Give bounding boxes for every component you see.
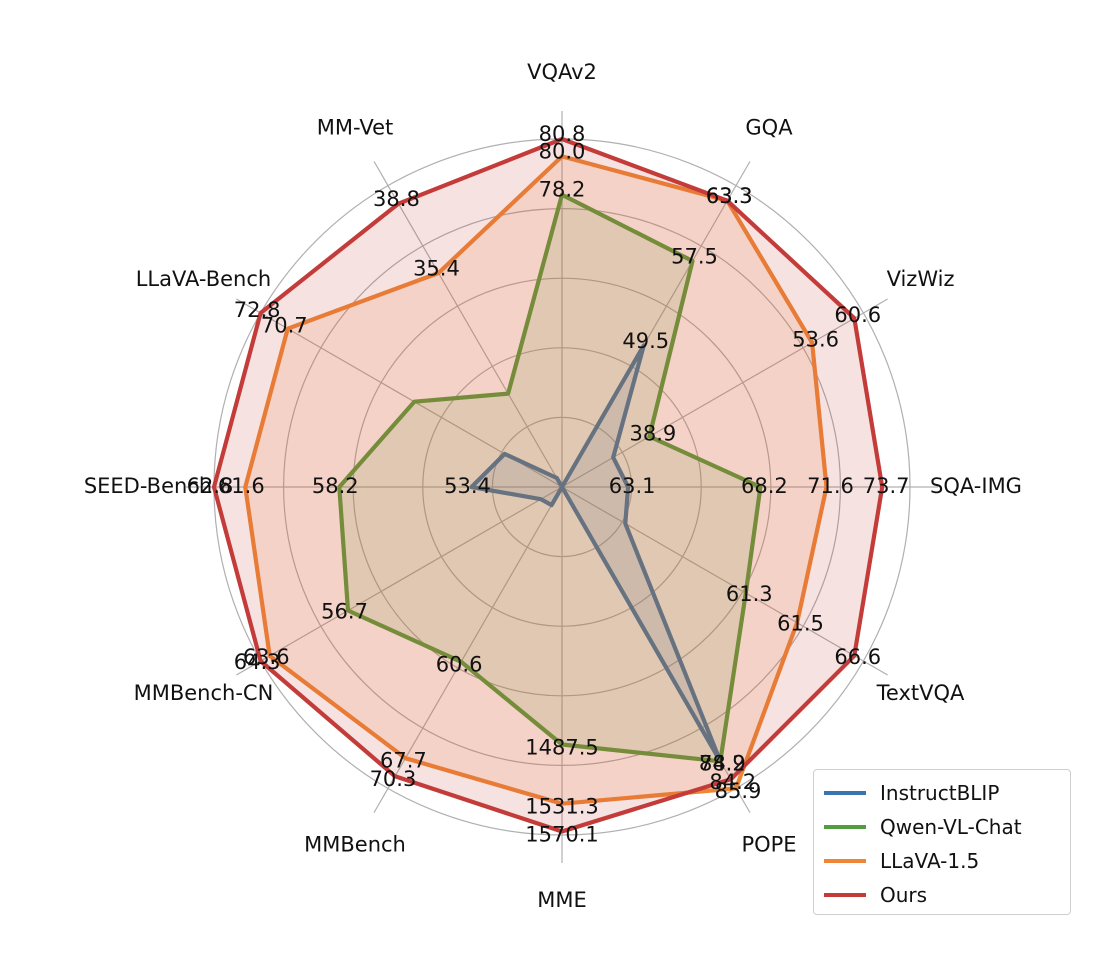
value-label-qwen-vl-chat-seed-bench: 58.2: [312, 474, 359, 498]
value-label-ours-llava-bench: 72.8: [234, 298, 281, 322]
legend-swatch-llava-1-5: [824, 859, 866, 863]
axis-label-llava-bench: LLaVA-Bench: [136, 267, 272, 291]
value-label-ours-pope: 84.2: [709, 770, 756, 794]
value-label-instructblip-pope: 78.9: [699, 752, 746, 776]
series-fill-qwen-vl-chat: [339, 194, 761, 762]
axis-label-vizwiz: VizWiz: [887, 267, 955, 291]
axis-label-mm-vet: MM-Vet: [317, 115, 393, 139]
axis-label-pope: POPE: [741, 833, 796, 857]
legend-item-qwen-vl-chat: Qwen-VL-Chat: [824, 810, 1070, 844]
value-label-ours-seed-bench: 62.8: [187, 474, 234, 498]
value-label-layer: 49.5 63.1 78.9 53.4 78.2 57.5 38.9 68.2 61.3 84.2…: [187, 122, 910, 847]
series-layer: [211, 136, 885, 834]
value-label-llava-1-5-mmbench-cn: 63.6: [243, 645, 290, 669]
value-label-llava-1-5-mm-vet: 35.4: [413, 257, 460, 281]
value-label-qwen-vl-chat-mme: 1487.5: [525, 736, 598, 760]
value-label-llava-1-5-llava-bench: 70.7: [261, 314, 308, 338]
value-label-llava-1-5-textvqa: 61.5: [777, 612, 824, 636]
series-line-instructblip: [469, 343, 723, 764]
legend-label-instructblip: InstructBLIP: [880, 781, 1000, 805]
axis-label-sqa-img: SQA-IMG: [930, 474, 1022, 498]
series-fill-llava-1-5: [245, 156, 827, 804]
value-label-qwen-vl-chat-mmbench: 60.6: [436, 652, 483, 676]
value-label-ours-mm-vet: 38.8: [373, 187, 420, 211]
value-label-llava-1-5-gqa: 63.3: [706, 184, 753, 208]
axis-label-layer: VQAv2 GQA VizWiz SQA-IMG TextVQA POPE MME MMBen…: [84, 60, 1022, 912]
value-label-qwen-vl-chat-vizwiz: 38.9: [629, 422, 676, 446]
legend-item-llava-1-5: LLaVA-1.5: [824, 844, 1070, 878]
spoke-textvqa: [561, 486, 888, 676]
value-label-ours-vqav2: 80.8: [539, 122, 586, 146]
value-label-llava-1-5-mmbench: 67.7: [380, 749, 427, 773]
series-line-qwen-vl-chat: [337, 192, 763, 764]
legend-swatch-instructblip: [824, 791, 866, 795]
series-fill-ours: [214, 139, 883, 832]
series-line-llava-1-5: [243, 154, 829, 806]
value-label-ours-vizwiz: 60.6: [834, 303, 881, 327]
value-label-ours-textvqa: 66.6: [834, 645, 881, 669]
value-label-ours-mme: 1570.1: [525, 823, 598, 847]
value-label-ours-mmbench: 70.3: [370, 767, 417, 791]
value-label-qwen-vl-chat-textvqa: 61.3: [726, 582, 773, 606]
value-label-instructblip-seed-bench: 53.4: [444, 474, 491, 498]
axis-label-textvqa: TextVQA: [876, 681, 965, 705]
legend-label-qwen-vl-chat: Qwen-VL-Chat: [880, 815, 1022, 839]
value-label-llava-1-5-vizwiz: 53.6: [792, 328, 839, 352]
legend-swatch-qwen-vl-chat: [824, 825, 866, 829]
value-label-ours-mmbench-cn: 64.3: [234, 650, 281, 674]
axis-label-vqav2: VQAv2: [527, 60, 597, 84]
value-label-llava-1-5-sqa-img: 71.6: [807, 474, 854, 498]
value-label-llava-1-5-mme: 1531.3: [525, 795, 598, 819]
legend: InstructBLIP Qwen-VL-Chat LLaVA-1.5 Ours: [813, 769, 1071, 915]
value-label-qwen-vl-chat-gqa: 57.5: [671, 245, 718, 269]
value-label-qwen-vl-chat-sqa-img: 68.2: [741, 474, 788, 498]
axis-label-mmbench: MMBench: [304, 833, 406, 857]
value-label-ours-sqa-img: 73.7: [863, 474, 910, 498]
value-label-qwen-vl-chat-pope: 84.2: [699, 752, 746, 776]
legend-label-llava-1-5: LLaVA-1.5: [880, 849, 980, 873]
spoke-vizwiz: [561, 298, 888, 488]
value-label-llava-1-5-pope: 85.9: [715, 779, 762, 803]
axis-label-mme: MME: [537, 888, 587, 912]
spoke-mmbench-cn: [236, 486, 563, 676]
value-label-llava-1-5-vqav2: 80.0: [539, 139, 586, 163]
axis-label-mmbench-cn: MMBench-CN: [134, 681, 274, 705]
spoke-mm-vet: [373, 161, 563, 488]
legend-item-ours: Ours: [824, 878, 1070, 912]
value-label-instructblip-sqa-img: 63.1: [609, 474, 656, 498]
value-label-qwen-vl-chat-mmbench-cn: 56.7: [321, 600, 368, 624]
value-label-instructblip-gqa: 49.5: [622, 329, 669, 353]
legend-item-instructblip: InstructBLIP: [824, 776, 1070, 810]
value-label-ours-gqa: 63.3: [706, 184, 753, 208]
axis-label-gqa: GQA: [745, 115, 793, 139]
value-label-qwen-vl-chat-vqav2: 78.2: [539, 178, 586, 202]
axis-label-seed-bench: SEED-Bench: [84, 474, 212, 498]
legend-label-ours: Ours: [880, 883, 928, 907]
legend-swatch-ours: [824, 893, 866, 897]
series-line-ours: [211, 136, 885, 834]
value-label-llava-1-5-seed-bench: 61.6: [218, 474, 265, 498]
